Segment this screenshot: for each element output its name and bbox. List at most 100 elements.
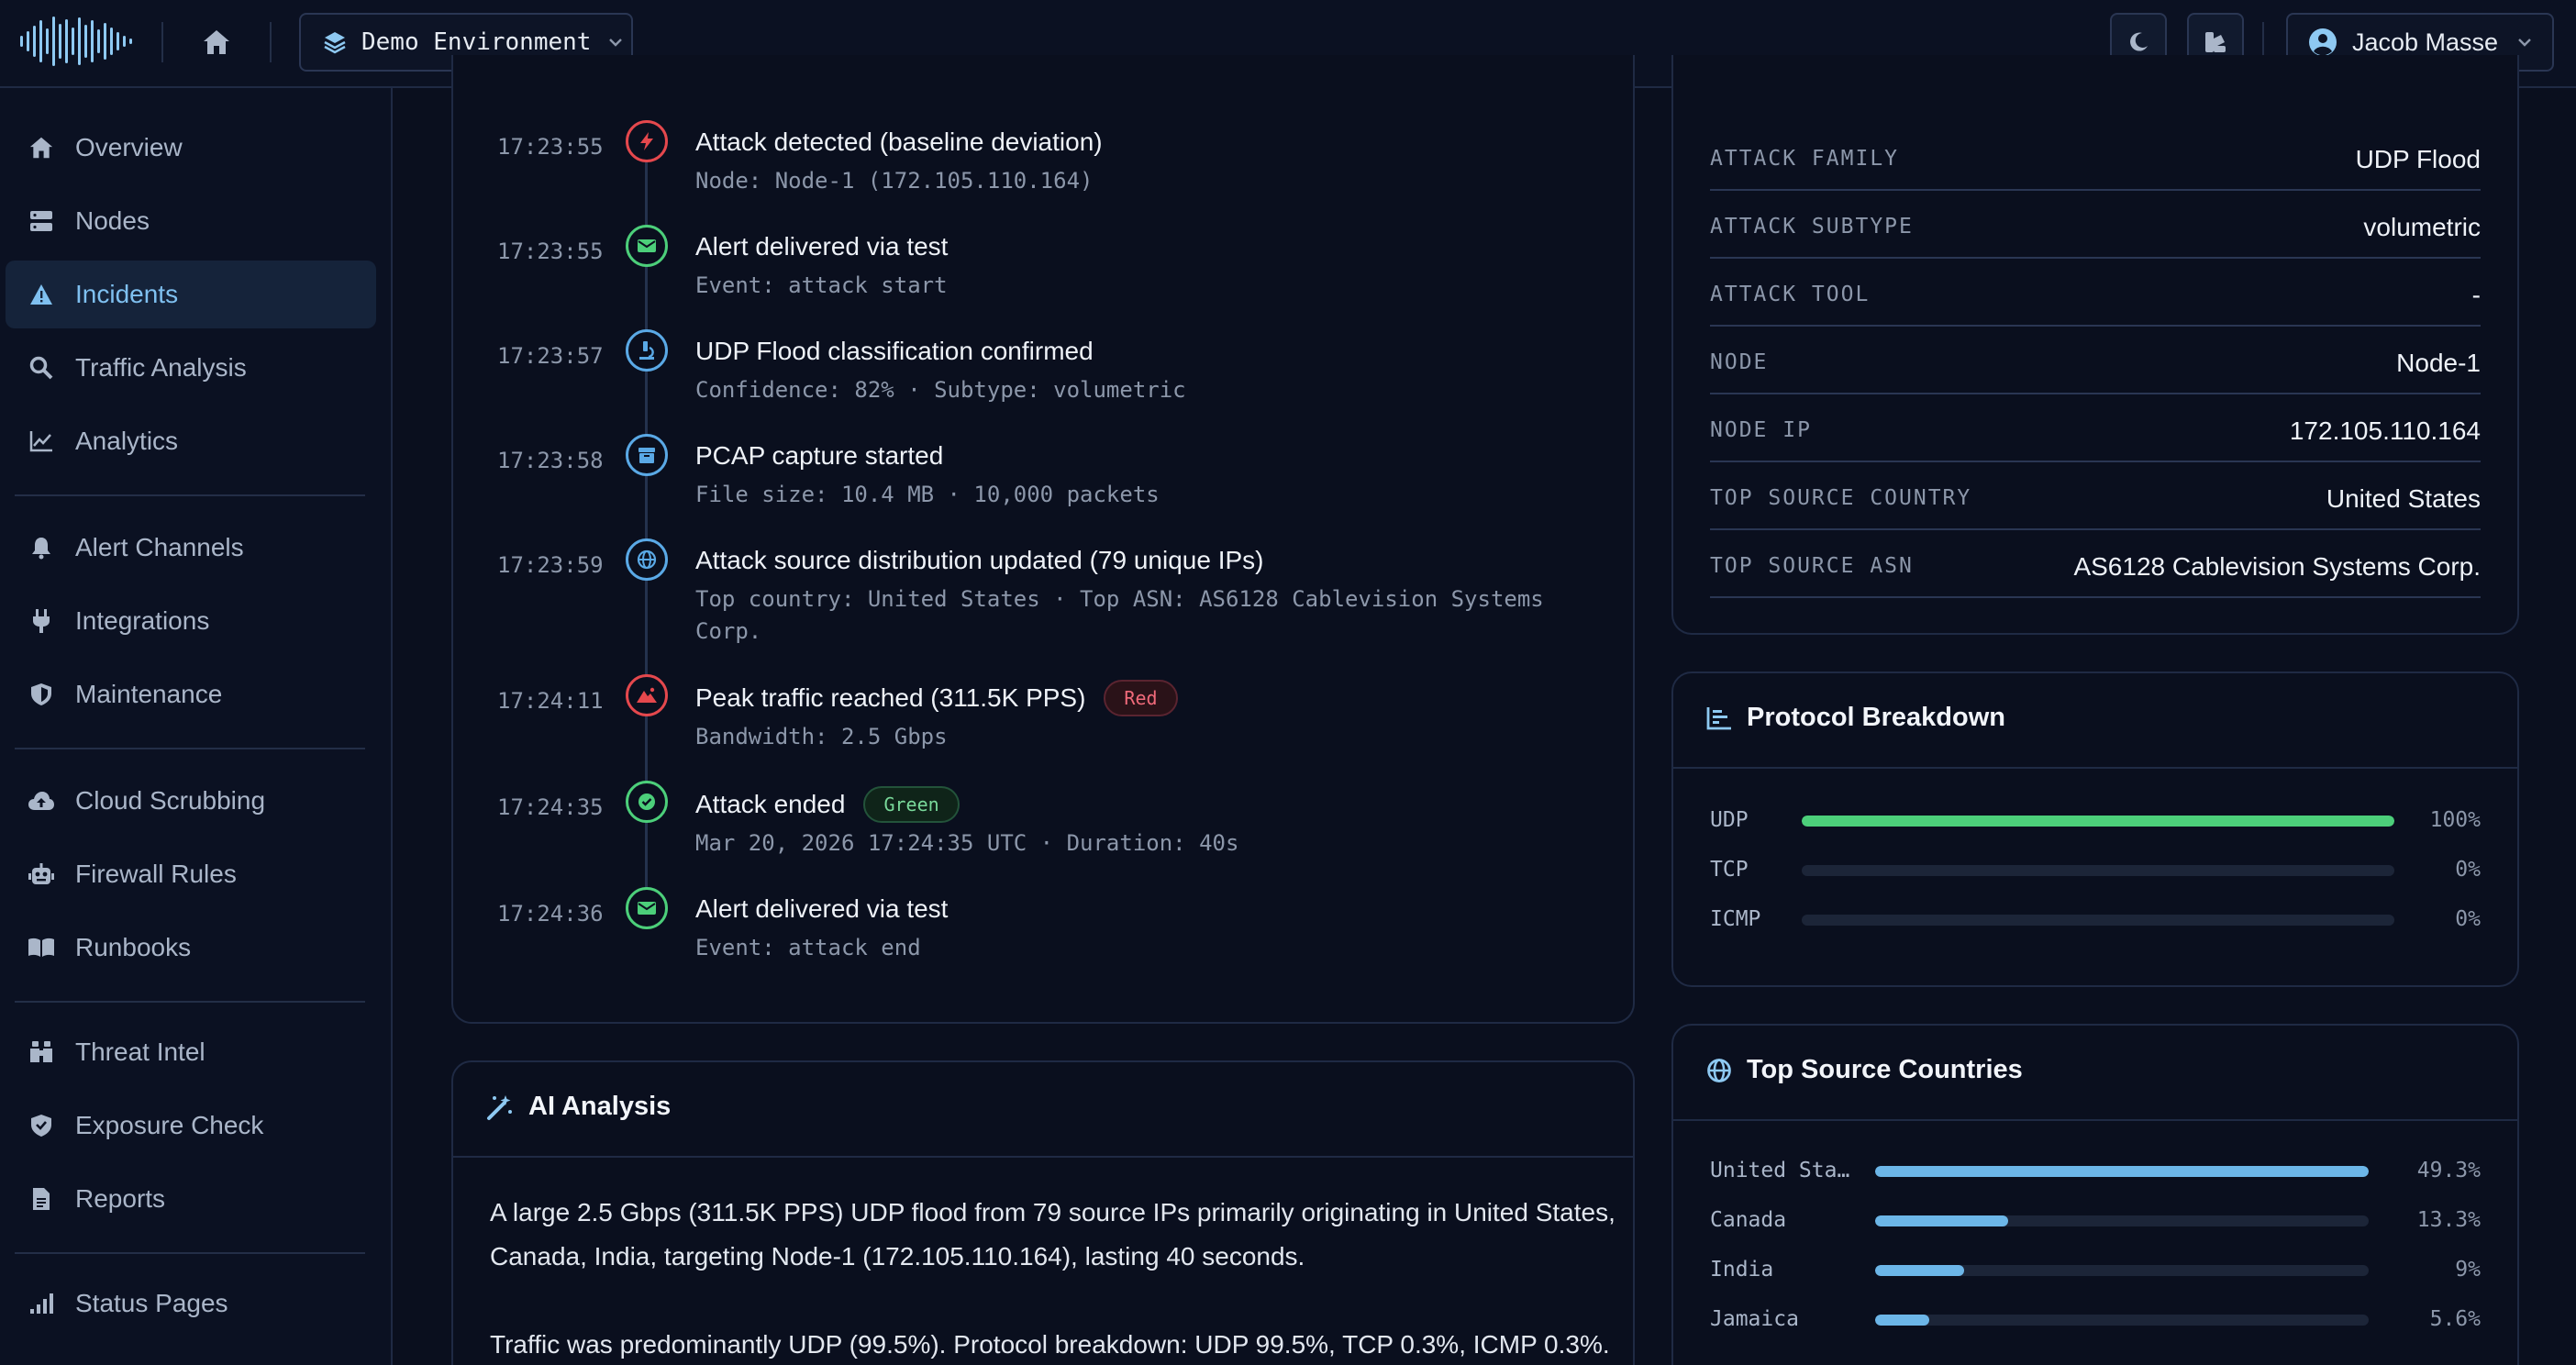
sidebar-item-label: Maintenance	[75, 680, 223, 708]
book-icon	[28, 938, 54, 957]
detail-key: ATTACK TOOL	[1710, 283, 1871, 306]
ai-analysis-panel	[451, 1060, 1635, 1365]
cloud-upload-icon	[28, 792, 54, 810]
waveform-logo-icon[interactable]	[20, 17, 134, 66]
timeline-marker	[626, 225, 668, 267]
timeline-title: Peak traffic reached (311.5K PPS) Red	[695, 680, 1178, 716]
detail-row-attack-tool: ATTACK TOOL -	[1710, 259, 2481, 327]
sidebar-item-incidents[interactable]: Incidents	[6, 261, 376, 328]
detail-row-node-ip: NODE IP 172.105.110.164	[1710, 394, 2481, 462]
timeline-subtitle: Node: Node-1 (172.105.110.164)	[695, 168, 1094, 194]
country-percent: 49.3%	[2416, 1159, 2481, 1182]
protocol-row: TCP 0%	[1710, 852, 2481, 889]
sidebar-item-overview[interactable]: Overview	[6, 114, 376, 182]
detail-key: ATTACK FAMILY	[1710, 147, 1900, 171]
sidebar-item-label: Overview	[75, 133, 183, 161]
timeline-subtitle: File size: 10.4 MB · 10,000 packets	[695, 482, 1160, 507]
detail-row-attack-family: ATTACK FAMILY UDP Flood	[1710, 123, 2481, 191]
detail-value: AS6128 Cablevision Systems Corp.	[2073, 552, 2481, 581]
severity-badge-red: Red	[1104, 680, 1178, 716]
timeline-marker	[626, 538, 668, 581]
sidebar-item-label: Traffic Analysis	[75, 353, 247, 382]
country-percent: 13.3%	[2416, 1208, 2481, 1232]
sidebar-item-nodes[interactable]: Nodes	[6, 187, 376, 255]
detail-key: TOP SOURCE COUNTRY	[1710, 486, 1972, 510]
home-icon	[204, 30, 229, 54]
timeline-time: 17:23:55	[497, 239, 604, 264]
timeline-time: 17:24:36	[497, 901, 604, 927]
ai-analysis-header: AI Analysis	[486, 1092, 671, 1122]
country-bar-track	[1875, 1166, 2369, 1177]
timeline-title: Alert delivered via test	[695, 232, 949, 261]
top-source-countries-title: Top Source Countries	[1747, 1055, 2023, 1084]
protocol-bar-track	[1802, 865, 2394, 876]
country-percent: 5.6%	[2429, 1307, 2481, 1331]
home-icon	[29, 137, 53, 159]
home-button[interactable]	[196, 22, 237, 62]
country-label: India	[1710, 1258, 1774, 1282]
detail-row-node: NODE Node-1	[1710, 327, 2481, 394]
environment-label: Demo Environment	[361, 28, 592, 56]
timeline-line	[645, 138, 648, 927]
protocol-breakdown-title: Protocol Breakdown	[1747, 703, 2005, 732]
chevron-down-icon	[2518, 39, 2531, 47]
sidebar-item-integrations[interactable]: Integrations	[6, 587, 376, 655]
timeline-title: UDP Flood classification confirmed	[695, 337, 1094, 365]
sidebar-divider	[15, 748, 365, 749]
timeline-time: 17:23:55	[497, 134, 604, 160]
server-icon	[30, 211, 52, 231]
detail-value: 172.105.110.164	[2289, 416, 2481, 445]
timeline-title: PCAP capture started	[695, 441, 944, 470]
timeline-title-text: Peak traffic reached (311.5K PPS)	[695, 683, 1086, 712]
timeline-subtitle: Event: attack end	[695, 935, 921, 960]
timeline-subtitle-continued: Corp.	[695, 618, 762, 644]
country-label: United Sta…	[1710, 1159, 1850, 1182]
envelope-icon	[638, 239, 656, 252]
sidebar-item-label: Threat Intel	[75, 1038, 205, 1066]
layers-icon	[324, 32, 346, 54]
microscope-icon	[639, 341, 654, 360]
bolt-icon	[640, 132, 653, 150]
sidebar-item-label: Integrations	[75, 606, 210, 635]
country-label: Jamaica	[1710, 1307, 1799, 1331]
top-source-countries-panel	[1671, 1024, 2519, 1365]
search-icon	[29, 356, 53, 380]
sidebar-item-status-pages[interactable]: Status Pages	[6, 1270, 376, 1337]
sidebar-item-alert-channels[interactable]: Alert Channels	[6, 514, 376, 582]
protocol-breakdown-header: Protocol Breakdown	[1706, 703, 2005, 733]
sidebar-item-cloud-scrubbing[interactable]: Cloud Scrubbing	[6, 767, 376, 835]
timeline-time: 17:23:59	[497, 552, 604, 578]
check-circle-icon	[638, 793, 655, 810]
shield-icon	[31, 683, 51, 705]
bell-icon	[32, 538, 50, 560]
protocol-bar-track	[1802, 915, 2394, 926]
sidebar-item-label: Incidents	[75, 280, 179, 308]
sidebar-item-reports[interactable]: Reports	[6, 1165, 376, 1233]
detail-row-top-source-country: TOP SOURCE COUNTRY United States	[1710, 462, 2481, 530]
sidebar-item-label: Analytics	[75, 427, 179, 455]
timeline-title: Attack source distribution updated (79 u…	[695, 546, 1264, 574]
sidebar-item-traffic-analysis[interactable]: Traffic Analysis	[6, 334, 376, 402]
timeline-title: Attack detected (baseline deviation)	[695, 128, 1103, 156]
sidebar-item-label: Firewall Rules	[75, 860, 237, 888]
sidebar-item-analytics[interactable]: Analytics	[6, 407, 376, 475]
protocol-bar-fill	[1802, 816, 2394, 827]
sidebar-item-label: Exposure Check	[75, 1111, 264, 1139]
ai-analysis-paragraph: Traffic was predominantly UDP (99.5%). P…	[490, 1330, 1610, 1359]
sidebar-item-threat-intel[interactable]: Threat Intel	[6, 1018, 376, 1086]
protocol-percent: 0%	[2455, 858, 2481, 882]
country-bar-track	[1875, 1265, 2369, 1276]
incident-timeline-panel	[451, 55, 1635, 1024]
sidebar-item-exposure-check[interactable]: Exposure Check	[6, 1092, 376, 1160]
sidebar-item-label: Nodes	[75, 206, 150, 235]
sidebar-item-runbooks[interactable]: Runbooks	[6, 914, 376, 982]
ai-analysis-paragraph: A large 2.5 Gbps (311.5K PPS) UDP flood …	[490, 1198, 1616, 1271]
user-name: Jacob Masse	[2352, 28, 2499, 56]
sidebar-item-firewall-rules[interactable]: Firewall Rules	[6, 840, 376, 908]
country-row: India 9%	[1710, 1252, 2481, 1289]
timeline-time: 17:24:35	[497, 794, 604, 820]
sidebar-item-maintenance[interactable]: Maintenance	[6, 660, 376, 728]
country-bar-fill	[1875, 1215, 2008, 1226]
protocol-percent: 100%	[2429, 808, 2481, 832]
archive-icon	[638, 448, 655, 463]
